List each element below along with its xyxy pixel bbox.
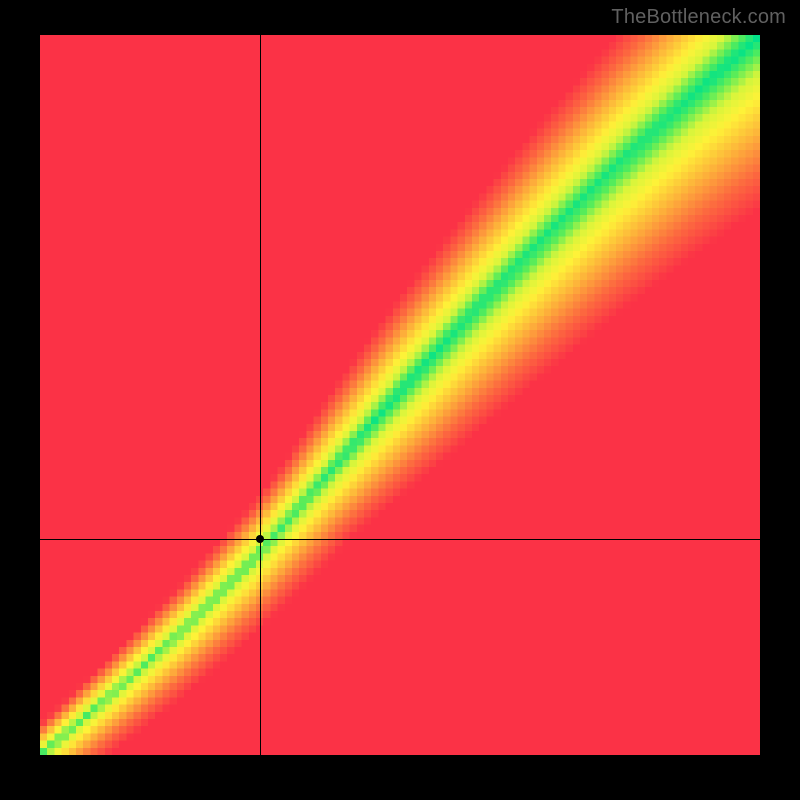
crosshair-horizontal [40, 539, 760, 540]
crosshair-vertical [260, 35, 261, 755]
chart-container: TheBottleneck.com [0, 0, 800, 800]
watermark-text: TheBottleneck.com [611, 6, 786, 29]
heatmap-canvas [40, 35, 760, 755]
heatmap-plot [40, 35, 760, 755]
bottleneck-marker-dot [256, 535, 264, 543]
